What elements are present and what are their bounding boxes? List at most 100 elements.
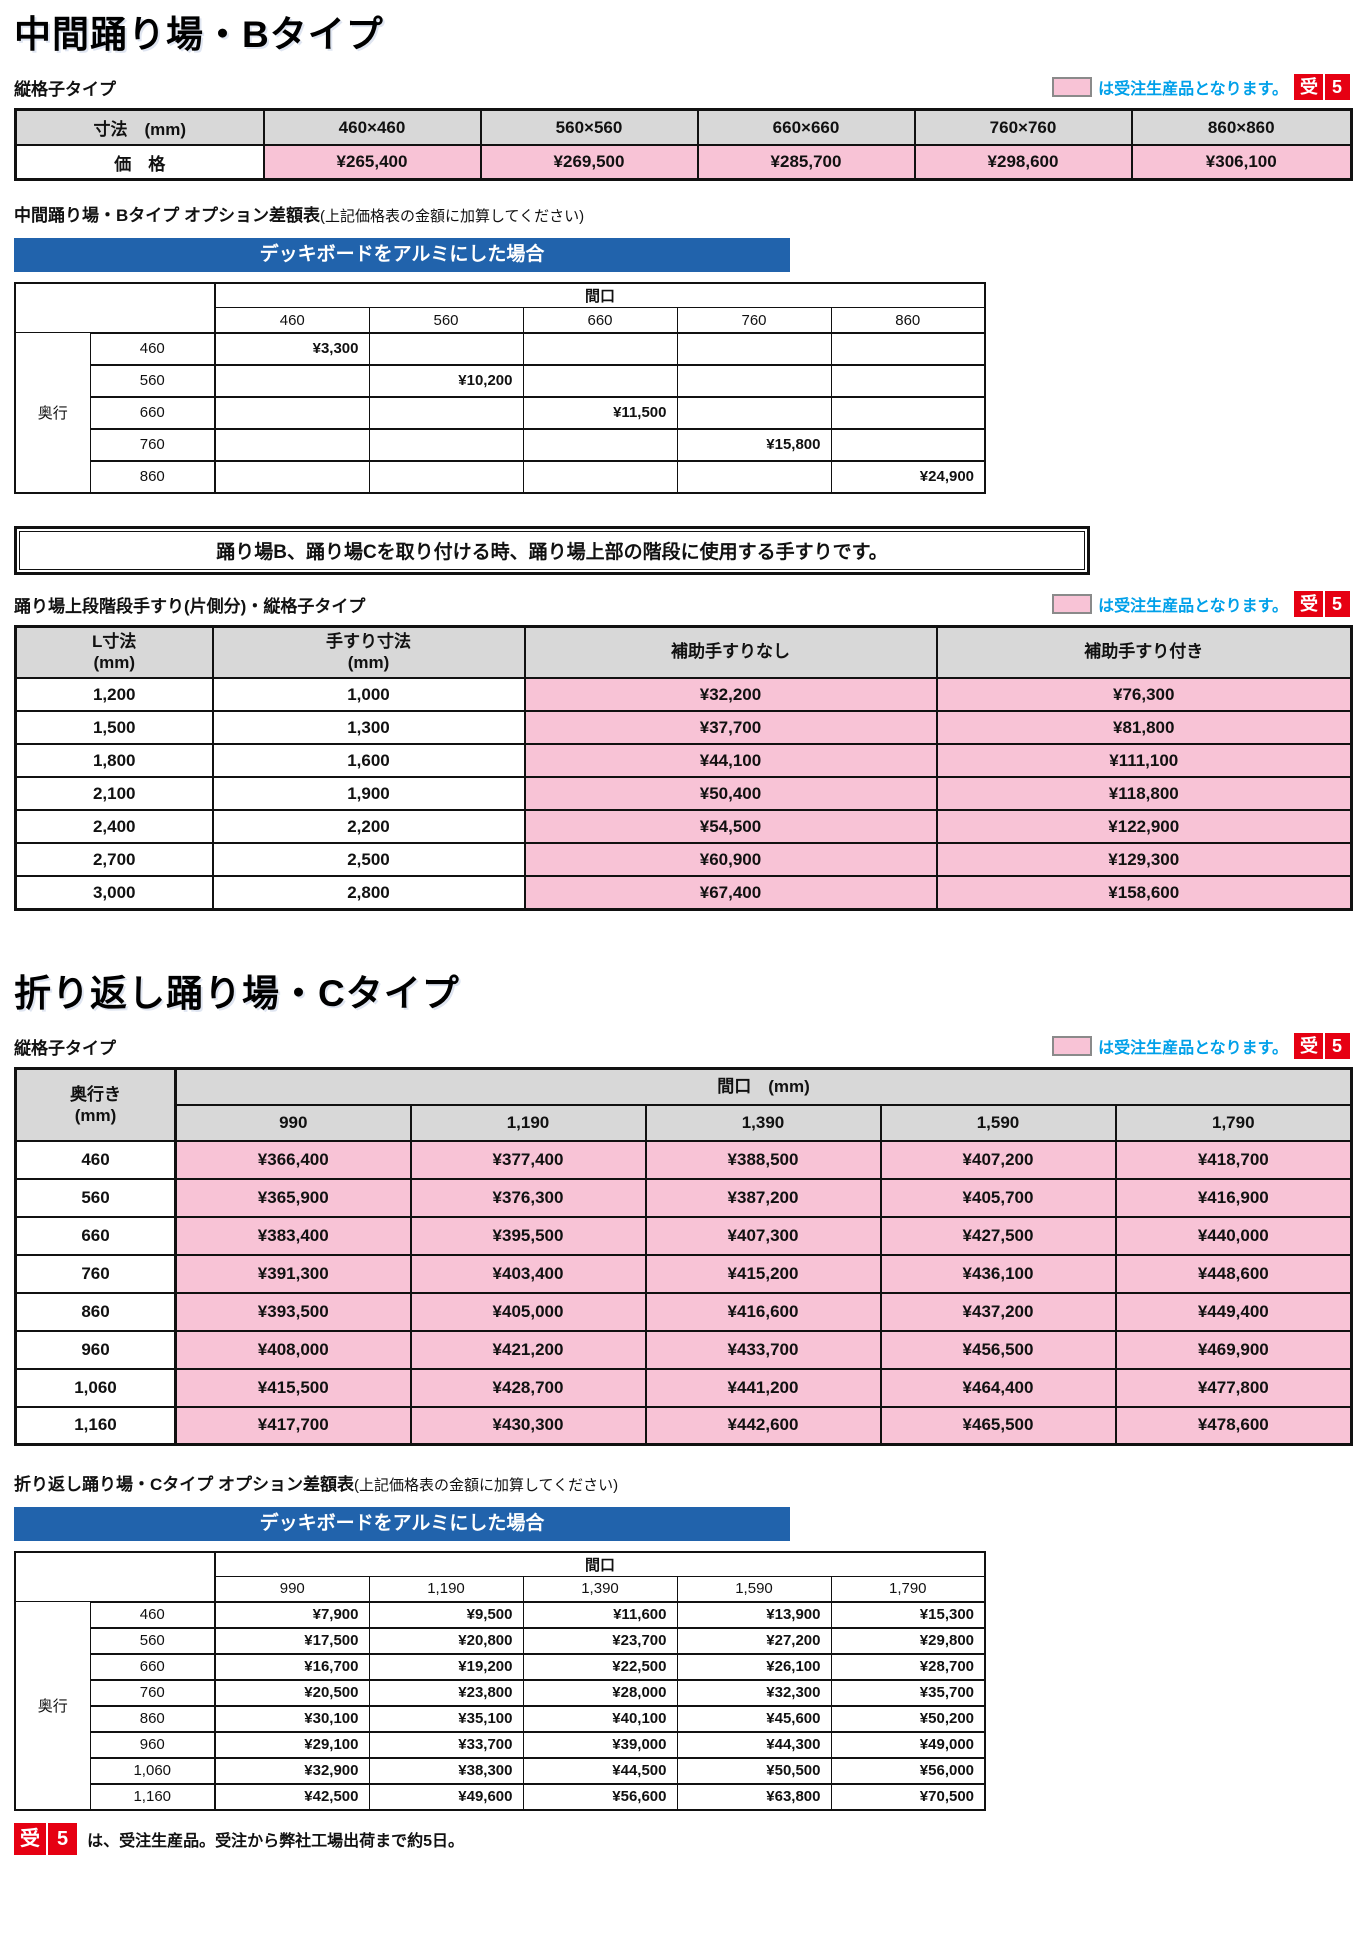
price-cell: ¥44,100 — [523, 743, 938, 779]
l-size-cell: 2,100 — [14, 776, 213, 812]
option-price-cell: ¥38,300 — [368, 1756, 524, 1785]
b-option-caption: 中間踊り場・Bタイプ オプション差額表(上記価格表の金額に加算してください) — [14, 201, 1350, 226]
option-price-cell: ¥45,600 — [676, 1704, 832, 1733]
option-price-cell: ¥13,900 — [676, 1600, 832, 1629]
order-badge-kanji: 受 — [1294, 1033, 1325, 1059]
price-cell: ¥407,300 — [644, 1215, 882, 1256]
handrail-caption: 踊り場上段階段手すり(片側分)・縦格子タイプ — [14, 596, 366, 616]
price-cell: ¥365,900 — [174, 1177, 412, 1218]
price-cell: ¥416,900 — [1114, 1177, 1353, 1218]
maguchi-col: 860 — [830, 307, 986, 334]
depth-value: 660 — [89, 1652, 216, 1681]
option-price-cell — [522, 427, 678, 462]
c-option-table: 間口 990 1,190 1,390 1,590 1,790 奥行 460 ¥7… — [14, 1551, 987, 1811]
c-option-bar: デッキボードをアルミにした場合 — [14, 1507, 790, 1541]
price-cell: ¥421,200 — [409, 1329, 647, 1370]
depth-value: 760 — [89, 427, 216, 462]
maguchi-col: 1,190 — [409, 1103, 647, 1142]
option-price-cell: ¥15,800 — [676, 427, 832, 462]
price-cell: ¥417,700 — [174, 1405, 412, 1446]
maguchi-span-header: 間口 — [214, 1551, 986, 1577]
maguchi-col: 660 — [522, 307, 678, 334]
option-price-cell: ¥63,800 — [676, 1782, 832, 1811]
price-cell: ¥395,500 — [409, 1215, 647, 1256]
c-option-caption: 折り返し踊り場・Cタイプ オプション差額表(上記価格表の金額に加算してください) — [14, 1470, 1350, 1495]
option-price-cell: ¥10,200 — [368, 363, 524, 398]
option-price-cell: ¥9,500 — [368, 1600, 524, 1629]
option-price-cell: ¥32,300 — [676, 1678, 832, 1707]
price-cell: ¥60,900 — [523, 842, 938, 878]
price-cell: ¥427,500 — [879, 1215, 1117, 1256]
l-size-cell: 1,500 — [14, 710, 213, 746]
price-cell: ¥118,800 — [935, 776, 1353, 812]
option-price-cell — [214, 395, 370, 430]
b-size-col: 760×760 — [913, 108, 1133, 146]
option-price-cell — [676, 363, 832, 398]
l-size-header: L寸法 (mm) — [14, 625, 213, 680]
okuyuki-header: 奥行き (mm) — [14, 1067, 177, 1142]
option-price-cell — [522, 363, 678, 398]
depth-value: 1,060 — [14, 1367, 177, 1408]
option-price-cell — [368, 427, 524, 462]
price-cell: ¥456,500 — [879, 1329, 1117, 1370]
order-badge-kanji: 受 — [1294, 590, 1325, 617]
depth-value: 860 — [89, 459, 216, 494]
price-cell: ¥67,400 — [523, 875, 938, 911]
order-badge-days: 5 — [1331, 1036, 1342, 1056]
price-cell: ¥81,800 — [935, 710, 1353, 746]
price-cell: ¥306,100 — [1130, 143, 1353, 181]
maguchi-col: 1,390 — [644, 1103, 882, 1142]
okuyuki-label: 奥行 — [14, 1601, 91, 1810]
option-price-cell — [368, 459, 524, 494]
order-badge-days: 5 — [1331, 593, 1342, 614]
option-price-cell: ¥50,500 — [676, 1756, 832, 1785]
option-price-cell — [522, 331, 678, 366]
maguchi-col: 560 — [368, 307, 524, 334]
legend-note: は受注生産品となります。 — [1098, 81, 1288, 99]
option-price-cell: ¥29,100 — [214, 1730, 370, 1759]
option-price-cell: ¥44,300 — [676, 1730, 832, 1759]
option-price-cell: ¥56,600 — [522, 1782, 678, 1811]
price-cell: ¥387,200 — [644, 1177, 882, 1218]
option-price-cell: ¥17,500 — [214, 1626, 370, 1655]
price-cell: ¥416,600 — [644, 1291, 882, 1332]
rail-size-cell: 2,800 — [211, 875, 526, 911]
order-badge-kanji: 受 — [1294, 74, 1325, 101]
price-cell: ¥285,700 — [696, 143, 916, 181]
price-cell: ¥376,300 — [409, 1177, 647, 1218]
maguchi-col: 1,590 — [676, 1576, 832, 1602]
option-price-cell: ¥19,200 — [368, 1652, 524, 1681]
rail-size-cell: 2,500 — [211, 842, 526, 878]
option-price-cell — [522, 459, 678, 494]
price-cell: ¥469,900 — [1114, 1329, 1353, 1370]
b-size-col: 560×560 — [479, 108, 699, 146]
maguchi-col: 460 — [214, 307, 370, 334]
section-c-title: 折り返し踊り場・Cタイプ — [14, 972, 460, 1014]
option-price-cell: ¥35,700 — [830, 1678, 986, 1707]
maguchi-col: 990 — [174, 1103, 412, 1142]
legend-note: は受注生産品となります。 — [1098, 597, 1288, 615]
option-price-cell: ¥29,800 — [830, 1626, 986, 1655]
b-size-col: 660×660 — [696, 108, 916, 146]
option-price-cell: ¥20,500 — [214, 1678, 370, 1707]
price-cell: ¥383,400 — [174, 1215, 412, 1256]
option-price-cell: ¥7,900 — [214, 1600, 370, 1629]
option-price-cell: ¥26,100 — [676, 1652, 832, 1681]
option-price-cell: ¥23,800 — [368, 1678, 524, 1707]
b-price-row-label: 価 格 — [14, 143, 265, 181]
option-price-cell — [830, 363, 986, 398]
option-price-cell — [214, 459, 370, 494]
price-cell: ¥436,100 — [879, 1253, 1117, 1294]
price-cell: ¥437,200 — [879, 1291, 1117, 1332]
depth-value: 860 — [14, 1291, 177, 1332]
b-option-caption-bold: 中間踊り場・Bタイプ オプション差額表 — [14, 206, 320, 226]
option-price-cell: ¥56,000 — [830, 1756, 986, 1785]
depth-value: 1,160 — [89, 1782, 216, 1811]
depth-value: 960 — [89, 1730, 216, 1759]
rail-size-cell: 1,900 — [211, 776, 526, 812]
price-cell: ¥477,800 — [1114, 1367, 1353, 1408]
